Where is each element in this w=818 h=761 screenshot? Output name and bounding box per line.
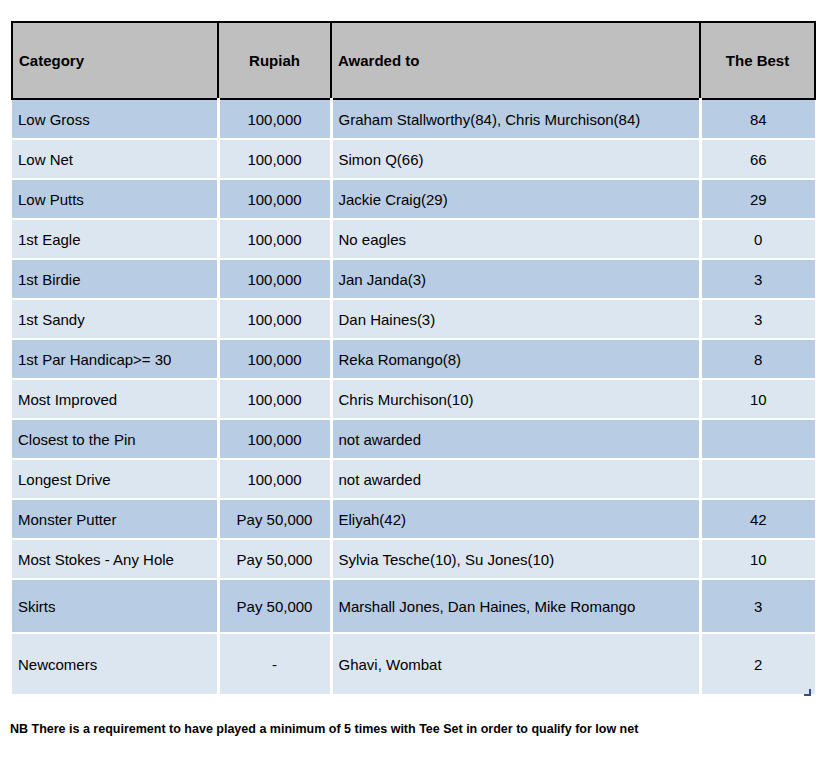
the-best-cell: 10 <box>700 379 815 419</box>
category-cell: Most Improved <box>12 379 218 419</box>
rupiah-cell: 100,000 <box>218 339 331 379</box>
rupiah-cell: Pay 50,000 <box>218 579 331 633</box>
awarded-to-cell: Sylvia Tesche(10), Su Jones(10) <box>331 539 700 579</box>
awarded-to-cell: Dan Haines(3) <box>331 299 700 339</box>
table-row: Low Putts 100,000 Jackie Craig(29) 29 <box>12 179 815 219</box>
awarded-to-cell: not awarded <box>331 419 700 459</box>
awarded-to-cell: Reka Romango(8) <box>331 339 700 379</box>
the-best-cell: 0 <box>700 219 815 259</box>
the-best-cell: 29 <box>700 179 815 219</box>
category-cell: Skirts <box>12 579 218 633</box>
the-best-cell: 42 <box>700 499 815 539</box>
the-best-cell: 8 <box>700 339 815 379</box>
awards-table: Category Rupiah Awarded to The Best Low … <box>11 21 816 694</box>
rupiah-cell: 100,000 <box>218 99 331 139</box>
table-row: Skirts Pay 50,000 Marshall Jones, Dan Ha… <box>12 579 815 633</box>
table-row: Most Improved 100,000 Chris Murchison(10… <box>12 379 815 419</box>
table-row: Monster Putter Pay 50,000 Eliyah(42) 42 <box>12 499 815 539</box>
header-row: Category Rupiah Awarded to The Best <box>12 22 815 99</box>
rupiah-cell: 100,000 <box>218 139 331 179</box>
table-row: Closest to the Pin 100,000 not awarded <box>12 419 815 459</box>
awarded-to-cell: Eliyah(42) <box>331 499 700 539</box>
awarded-to-cell: not awarded <box>331 459 700 499</box>
rupiah-cell: 100,000 <box>218 219 331 259</box>
the-best-cell: 3 <box>700 299 815 339</box>
rupiah-cell: Pay 50,000 <box>218 539 331 579</box>
rupiah-cell: 100,000 <box>218 259 331 299</box>
column-header-awarded-to: Awarded to <box>331 22 700 99</box>
the-best-cell <box>700 459 815 499</box>
awarded-to-cell: Marshall Jones, Dan Haines, Mike Romango <box>331 579 700 633</box>
document-page: Category Rupiah Awarded to The Best Low … <box>0 0 818 761</box>
category-cell: Low Putts <box>12 179 218 219</box>
the-best-cell: 66 <box>700 139 815 179</box>
rupiah-cell: 100,000 <box>218 179 331 219</box>
table-row: Newcomers - Ghavi, Wombat 2 <box>12 633 815 694</box>
rupiah-cell: 100,000 <box>218 299 331 339</box>
awarded-to-cell: Chris Murchison(10) <box>331 379 700 419</box>
table-row: 1st Sandy 100,000 Dan Haines(3) 3 <box>12 299 815 339</box>
rupiah-cell: Pay 50,000 <box>218 499 331 539</box>
awarded-to-cell: Simon Q(66) <box>331 139 700 179</box>
the-best-cell: 3 <box>700 259 815 299</box>
category-cell: Most Stokes - Any Hole <box>12 539 218 579</box>
table-resize-handle-icon[interactable] <box>804 689 811 696</box>
rupiah-cell: - <box>218 633 331 694</box>
category-cell: Newcomers <box>12 633 218 694</box>
the-best-cell: 2 <box>700 633 815 694</box>
awarded-to-cell: Graham Stallworthy(84), Chris Murchison(… <box>331 99 700 139</box>
category-cell: Low Gross <box>12 99 218 139</box>
table-row: 1st Par Handicap>= 30 100,000 Reka Roman… <box>12 339 815 379</box>
rupiah-cell: 100,000 <box>218 419 331 459</box>
category-cell: 1st Birdie <box>12 259 218 299</box>
category-cell: Longest Drive <box>12 459 218 499</box>
category-cell: Closest to the Pin <box>12 419 218 459</box>
awarded-to-cell: No eagles <box>331 219 700 259</box>
column-header-rupiah: Rupiah <box>218 22 331 99</box>
category-cell: 1st Eagle <box>12 219 218 259</box>
table-row: 1st Eagle 100,000 No eagles 0 <box>12 219 815 259</box>
awarded-to-cell: Jan Janda(3) <box>331 259 700 299</box>
the-best-cell <box>700 419 815 459</box>
awards-table-container: Category Rupiah Awarded to The Best Low … <box>11 21 814 694</box>
table-row: Low Net 100,000 Simon Q(66) 66 <box>12 139 815 179</box>
the-best-cell: 84 <box>700 99 815 139</box>
category-cell: 1st Sandy <box>12 299 218 339</box>
table-row: 1st Birdie 100,000 Jan Janda(3) 3 <box>12 259 815 299</box>
category-cell: Low Net <box>12 139 218 179</box>
rupiah-cell: 100,000 <box>218 459 331 499</box>
footnote: NB There is a requirement to have played… <box>10 722 638 736</box>
category-cell: 1st Par Handicap>= 30 <box>12 339 218 379</box>
table-row: Low Gross 100,000 Graham Stallworthy(84)… <box>12 99 815 139</box>
the-best-cell: 3 <box>700 579 815 633</box>
table-row: Longest Drive 100,000 not awarded <box>12 459 815 499</box>
the-best-cell: 10 <box>700 539 815 579</box>
table-row: Most Stokes - Any Hole Pay 50,000 Sylvia… <box>12 539 815 579</box>
awarded-to-cell: Ghavi, Wombat <box>331 633 700 694</box>
column-header-category: Category <box>12 22 218 99</box>
awards-table-body: Low Gross 100,000 Graham Stallworthy(84)… <box>12 99 815 694</box>
category-cell: Monster Putter <box>12 499 218 539</box>
rupiah-cell: 100,000 <box>218 379 331 419</box>
awarded-to-cell: Jackie Craig(29) <box>331 179 700 219</box>
column-header-the-best: The Best <box>700 22 815 99</box>
